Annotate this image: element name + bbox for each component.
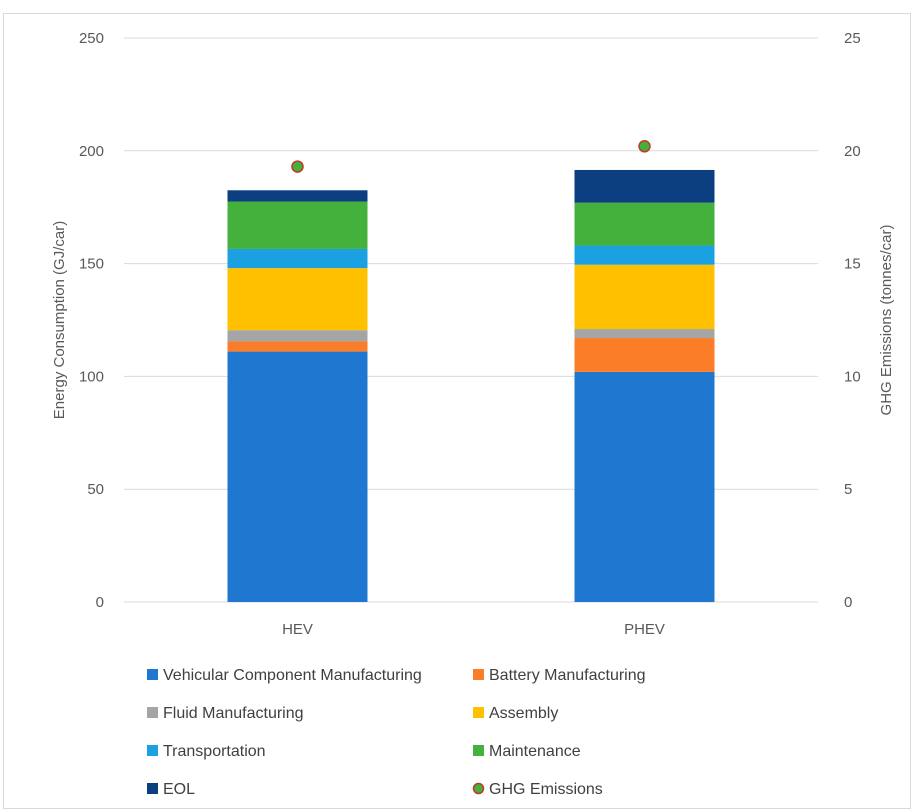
bar-segment-eol [574, 169, 715, 203]
right-tick-label: 20 [844, 143, 861, 160]
left-axis-ticks: 0 50 100 150 200 250 [79, 30, 104, 611]
legend-swatch-fluid-manufacturing [147, 707, 158, 718]
bar-segment-battery-manufacturing [227, 341, 368, 352]
bar-segment-vehicular-component-manufacturing [574, 371, 715, 602]
left-tick-label: 150 [79, 256, 104, 273]
legend-label: EOL [163, 781, 195, 798]
legend-swatch-transportation [147, 745, 158, 756]
chart-frame [3, 13, 911, 809]
left-axis-title: Energy Consumption (GJ/car) [51, 221, 68, 419]
bar-segment-maintenance [227, 201, 368, 249]
bar-segment-assembly [227, 268, 368, 331]
left-tick-label: 200 [79, 143, 104, 160]
ghg-markers [291, 140, 651, 173]
legend-swatch-vehicular-component-manufacturing [147, 669, 158, 680]
right-tick-label: 5 [844, 481, 852, 498]
left-tick-label: 50 [87, 481, 104, 498]
legend-label: Battery Manufacturing [489, 667, 646, 684]
right-axis-title: GHG Emissions (tonnes/car) [878, 225, 895, 416]
right-tick-label: 25 [844, 30, 861, 47]
bar-segment-transportation [574, 245, 715, 265]
right-tick-label: 15 [844, 256, 861, 273]
legend-swatch-maintenance [473, 745, 484, 756]
legend: Vehicular Component Manufacturing Battery… [147, 667, 646, 798]
legend-swatch-assembly [473, 707, 484, 718]
bars [227, 169, 715, 602]
right-axis-ticks: 0 5 10 15 20 25 [844, 30, 861, 611]
bar-segment-battery-manufacturing [574, 338, 715, 372]
legend-label: Assembly [489, 705, 558, 722]
bar-segment-vehicular-component-manufacturing [227, 351, 368, 602]
right-tick-label: 10 [844, 368, 861, 385]
category-label: HEV [282, 621, 313, 638]
left-tick-label: 0 [96, 594, 104, 611]
ghg-emissions-marker [291, 160, 304, 173]
ghg-emissions-marker [638, 140, 651, 153]
legend-swatch-battery-manufacturing [473, 669, 484, 680]
bar-segment-fluid-manufacturing [574, 329, 715, 339]
legend-label: Transportation [163, 743, 266, 760]
legend-label: GHG Emissions [489, 781, 603, 798]
legend-label: Fluid Manufacturing [163, 705, 304, 722]
category-label: PHEV [624, 621, 665, 638]
legend-label: Vehicular Component Manufacturing [163, 667, 422, 684]
bar-segment-assembly [574, 264, 715, 330]
left-tick-label: 250 [79, 30, 104, 47]
bar-segment-maintenance [574, 202, 715, 246]
bar-segment-eol [227, 190, 368, 202]
legend-swatch-eol [147, 783, 158, 794]
category-axis-ticks: HEV PHEV [282, 621, 665, 638]
left-tick-label: 100 [79, 368, 104, 385]
right-tick-label: 0 [844, 594, 852, 611]
legend-label: Maintenance [489, 743, 581, 760]
bar-segment-transportation [227, 248, 368, 269]
legend-swatch-ghg-emissions [472, 782, 485, 795]
bar-segment-fluid-manufacturing [227, 330, 368, 342]
